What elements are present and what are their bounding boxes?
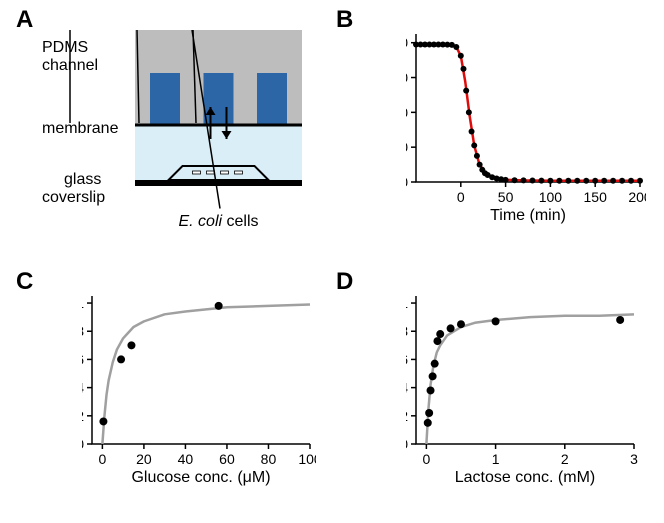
svg-text:0: 0 xyxy=(82,436,84,452)
panel-a-label: A xyxy=(16,6,33,34)
svg-text:0: 0 xyxy=(98,451,106,467)
svg-text:1600: 1600 xyxy=(406,35,408,51)
panel-b-chart: 050100150200040080012001600Time (min)Flu… xyxy=(406,28,646,224)
svg-text:150: 150 xyxy=(584,189,608,205)
svg-text:Lactose conc. (mM): Lactose conc. (mM) xyxy=(455,469,595,486)
svg-text:1: 1 xyxy=(406,295,408,311)
panel-b-label: B xyxy=(336,6,353,34)
svg-text:40: 40 xyxy=(178,451,194,467)
svg-text:3: 3 xyxy=(630,451,638,467)
panel-c-label: C xyxy=(16,268,33,296)
svg-text:0.2: 0.2 xyxy=(82,408,84,424)
svg-text:membrane: membrane xyxy=(42,120,119,137)
svg-text:0: 0 xyxy=(406,174,408,190)
svg-text:100: 100 xyxy=(539,189,563,205)
panel-d-chart: 012300.20.40.60.81Lactose conc. (mM)Elon… xyxy=(406,290,640,486)
svg-text:0: 0 xyxy=(457,189,465,205)
svg-text:400: 400 xyxy=(406,139,408,155)
svg-text:2: 2 xyxy=(561,451,569,467)
svg-text:0.8: 0.8 xyxy=(406,323,408,339)
svg-text:Time (min): Time (min) xyxy=(490,207,566,224)
svg-text:800: 800 xyxy=(406,104,408,120)
svg-text:0.4: 0.4 xyxy=(406,380,408,396)
svg-text:1: 1 xyxy=(82,295,84,311)
svg-text:0: 0 xyxy=(422,451,430,467)
svg-text:200: 200 xyxy=(628,189,646,205)
svg-text:80: 80 xyxy=(261,451,277,467)
svg-text:100: 100 xyxy=(298,451,316,467)
svg-text:0.4: 0.4 xyxy=(82,380,84,396)
svg-text:50: 50 xyxy=(498,189,514,205)
svg-text:E. coli cells: E. coli cells xyxy=(178,213,258,230)
svg-text:0: 0 xyxy=(406,436,408,452)
svg-text:glass: glass xyxy=(64,171,101,188)
svg-text:0.2: 0.2 xyxy=(406,408,408,424)
svg-text:1200: 1200 xyxy=(406,70,408,86)
svg-text:60: 60 xyxy=(219,451,235,467)
svg-text:20: 20 xyxy=(136,451,152,467)
panel-c-chart: 0 20 40 60 80 100 0 0.2 0.4 0.6 0.8 1 Glucose conc. … xyxy=(82,290,316,486)
svg-text:0.6: 0.6 xyxy=(406,351,408,367)
svg-text:1: 1 xyxy=(492,451,500,467)
svg-text:0.8: 0.8 xyxy=(82,323,84,339)
panel-d-label: D xyxy=(336,268,353,296)
svg-text:Glucose conc. (μM): Glucose conc. (μM) xyxy=(131,469,270,486)
svg-text:PDMS: PDMS xyxy=(42,39,88,56)
svg-text:coverslip: coverslip xyxy=(42,189,105,206)
svg-text:0.6: 0.6 xyxy=(82,351,84,367)
panel-a-diagram: PDMSchannelmembraneglasscoverslipE. coli… xyxy=(40,30,310,250)
